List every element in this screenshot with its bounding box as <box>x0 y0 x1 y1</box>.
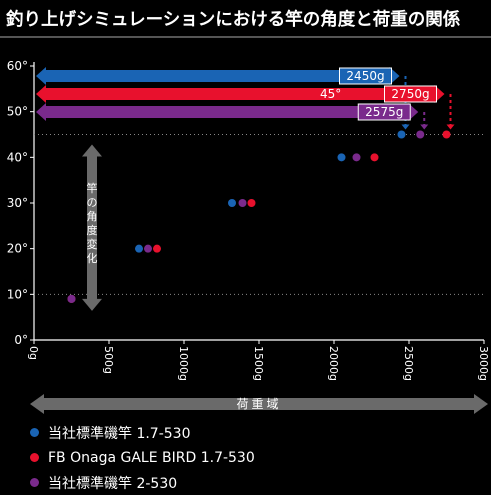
load-range-label: 荷重域 <box>236 397 281 411</box>
reference-45-label: 45° <box>320 87 341 101</box>
x-tick-label: 1000g <box>177 346 190 381</box>
legend-item: 当社標準磯竿 1.7-530 <box>30 420 470 445</box>
y-tick-label: 50° <box>7 105 28 119</box>
title-divider <box>0 36 491 38</box>
series-bar-label: 2750g <box>391 87 429 101</box>
series-bar-label-box <box>357 103 411 121</box>
data-point <box>247 199 256 207</box>
x-tick-label: 2500g <box>402 346 415 381</box>
series-drop-arrowhead <box>446 124 455 130</box>
series-range-arrow <box>36 85 445 103</box>
series-range-arrow <box>36 103 419 121</box>
angle-change-label-char: 変 <box>87 237 98 251</box>
series-bar-label: 2575g <box>365 105 403 119</box>
labels-layer: 0° 10° 20° 30° 40° 50° 60° 0g 500g 1000g 1500g 2000… <box>7 59 490 411</box>
x-tick-label: 1500g <box>252 346 265 381</box>
legend-label: FB Onaga GALE BIRD 1.7-530 <box>48 449 255 466</box>
y-tick-label: 0° <box>14 333 28 347</box>
y-tick-label: 10° <box>7 287 28 301</box>
y-tick-label: 40° <box>7 150 28 164</box>
data-point <box>416 130 425 139</box>
load-range-arrow <box>30 394 488 414</box>
data-point <box>228 199 236 207</box>
angle-change-label-char: 竿 <box>87 181 98 195</box>
x-tick-label: 2000g <box>327 346 340 381</box>
legend-marker <box>30 453 39 462</box>
data-point <box>397 130 406 139</box>
data-point <box>153 244 161 253</box>
legend-label: 当社標準磯竿 1.7-530 <box>48 425 191 442</box>
y-tick-label: 30° <box>7 196 28 210</box>
series-bar-label-box <box>384 85 437 103</box>
legend-item: FB Onaga GALE BIRD 1.7-530 <box>30 445 470 470</box>
series-bar-label: 2450g <box>346 69 384 83</box>
legend-item: 当社標準磯竿 2-530 <box>30 470 470 495</box>
data-point <box>144 244 152 253</box>
data-point <box>135 244 143 253</box>
angle-change-label-char: の <box>87 196 98 209</box>
chart-title: 釣り上げシミュレーションにおける竿の角度と荷重の関係 <box>6 10 461 30</box>
x-tick-label: 500g <box>102 346 115 374</box>
legend-marker <box>30 428 39 437</box>
series-drop-arrowhead <box>401 124 410 130</box>
arrows-layer <box>30 67 488 414</box>
angle-change-label-char: 化 <box>87 251 98 265</box>
data-point <box>337 153 346 162</box>
series-range-arrow <box>36 67 400 85</box>
data-point <box>370 153 379 162</box>
y-tick-label: 20° <box>7 242 28 256</box>
chart-svg: 0° 10° 20° 30° 40° 50° 60° 0g 500g 1000g 1500g 2000… <box>7 59 490 414</box>
data-point <box>238 199 247 207</box>
series-drop-arrowhead <box>420 124 429 130</box>
legend: 当社標準磯竿 1.7-530 FB Onaga GALE BIRD 1.7-530… <box>30 420 470 495</box>
x-tick-label: 3000g <box>477 346 490 381</box>
x-tick-label: 0g <box>27 346 40 360</box>
data-point <box>352 153 361 162</box>
angle-change-label-char: 角 <box>87 210 98 223</box>
data-point <box>67 294 76 303</box>
points-layer <box>67 130 451 303</box>
series-bar-label-box <box>339 67 392 85</box>
y-tick-label: 60° <box>7 59 28 73</box>
data-point <box>442 130 451 139</box>
angle-change-label-char: 度 <box>87 223 98 237</box>
angle-change-arrow <box>82 144 102 311</box>
legend-marker <box>30 478 39 487</box>
legend-label: 当社標準磯竿 2-530 <box>48 475 178 492</box>
